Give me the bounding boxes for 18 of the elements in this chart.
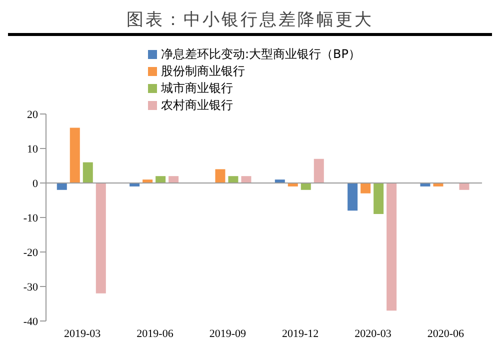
chart-title: 图表：中小银行息差降幅更大 <box>8 8 492 36</box>
y-tick-label: 0 <box>32 178 38 190</box>
legend-label: 股份制商业银行 <box>161 63 245 80</box>
legend-label: 净息差环比变动:大型商业银行（BP） <box>161 46 361 63</box>
x-tick-label: 2019-09 <box>209 328 246 340</box>
legend-label: 城市商业银行 <box>161 80 233 97</box>
x-tick-label: 2020-03 <box>354 328 392 340</box>
y-tick-label: 10 <box>27 143 38 156</box>
y-tick-label: 20 <box>27 108 38 121</box>
x-tick-label: 2019-12 <box>282 328 319 340</box>
legend-label: 农村商业银行 <box>161 97 233 114</box>
x-tick-label: 2020-06 <box>427 328 464 340</box>
x-tick-label: 2019-03 <box>64 328 102 340</box>
y-tick-label: -30 <box>23 281 38 294</box>
y-tick-label: -20 <box>23 246 38 259</box>
x-tick-label: 2019-06 <box>136 328 174 340</box>
y-tick-label: -10 <box>23 212 38 224</box>
y-tick-label: -40 <box>23 316 38 328</box>
